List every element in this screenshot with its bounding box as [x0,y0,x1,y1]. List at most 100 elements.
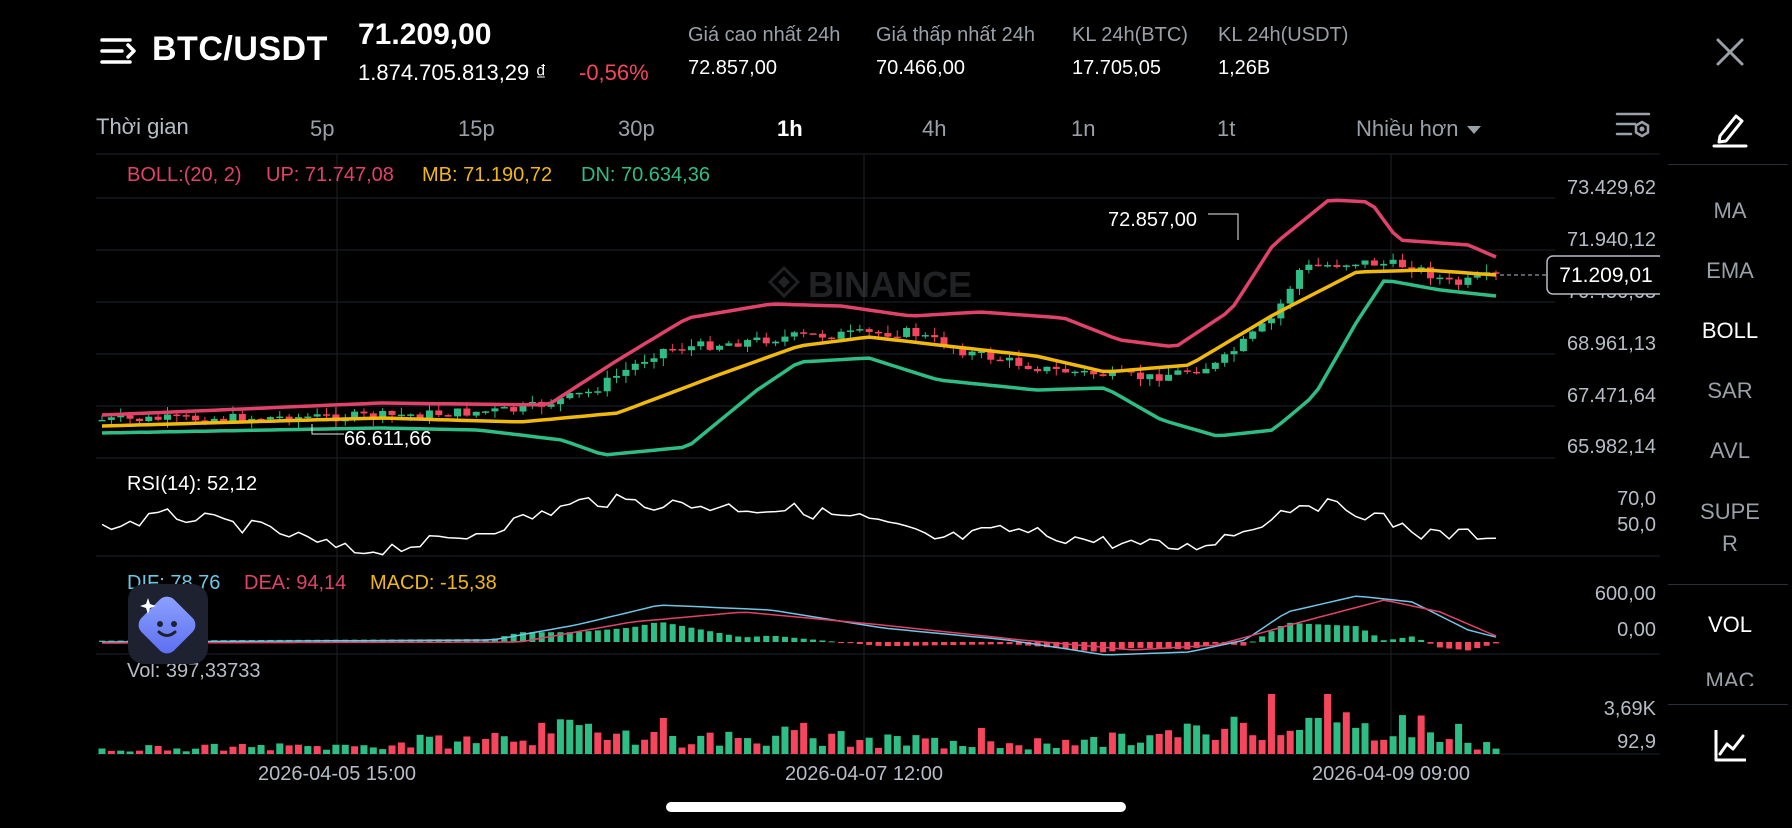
volume-bar [903,745,911,754]
macd-hist-bar [1343,625,1350,642]
last-price-tag[interactable] [1546,255,1660,295]
volume-bar [341,744,349,754]
price-chart[interactable]: BINANCE BOLL:(20, 2) UP: 71.747,08 MB: 7… [0,150,1660,790]
boll-mb-legend: MB: 71.190,72 [422,164,552,186]
macd-hist-bar [1240,642,1247,646]
macd-hist-bar [1165,642,1172,649]
volume-bar [416,734,424,754]
candle-body [276,416,284,419]
indicator-vol[interactable]: VOL [1707,612,1753,637]
macd-hist-bar [997,642,1004,645]
volume-bar [734,738,742,754]
volume-bar [1380,739,1388,754]
candle-body [491,408,499,412]
home-indicator[interactable] [666,802,1126,812]
macd-hist-bar [538,632,545,642]
volume-bar [1183,723,1191,754]
indicator-super[interactable]: SUPER [1700,499,1760,556]
menu-icon[interactable] [100,34,138,68]
indicator-avl[interactable]: AVL [1710,438,1750,463]
candle-body [1324,265,1332,267]
candle-body [734,343,742,347]
tab-4h[interactable]: 4h [922,116,947,141]
macd-hist-bar [903,642,910,646]
candle-body [875,331,883,334]
low-label: 66.611,66 [344,428,432,450]
volume-bar [360,745,368,754]
candle-body [1333,265,1341,267]
tab-1h[interactable]: 1h [777,116,803,141]
chart-settings-icon[interactable] [1615,110,1651,142]
candle-body [1034,368,1042,372]
macd-hist-bar [791,637,798,642]
volume-bar [266,750,274,754]
tab-5p[interactable]: 5p [310,116,335,141]
volume-bar [828,733,836,754]
macd-hist-bar [1015,642,1022,645]
volume-bar [893,736,901,754]
high-marker: 72.857,00 [1108,209,1239,240]
candle-body [1211,362,1219,369]
candle-body [977,351,985,354]
volume-bar [603,739,611,754]
indicator-sar[interactable]: SAR [1707,378,1753,403]
indicator-boll[interactable]: BOLL [1701,318,1759,343]
candle-body [397,414,405,417]
indicator-macd[interactable]: MAC [1705,668,1755,686]
tab-1n[interactable]: 1n [1071,116,1096,141]
candle-body [631,363,639,370]
pair-title[interactable]: BTC/USDT [152,30,328,68]
volume-bar [584,723,592,754]
volume-bar [126,751,134,754]
indicator-ma[interactable]: MA [1713,198,1747,223]
candle-body [154,416,162,420]
candle-body [1427,267,1435,279]
close-icon[interactable] [1714,36,1746,68]
macd-hist-bar [810,639,817,642]
more-intervals-dropdown[interactable]: Nhiều hơn [1356,116,1481,142]
macd-hist-bar [1408,636,1415,642]
volume-bar [1165,730,1173,754]
macd-hist-bar [669,624,676,642]
volume-bar [1352,727,1360,754]
volume-bar [1127,745,1135,754]
macd-hist-bar [1418,639,1425,642]
candle-body [613,375,621,378]
tab-15p[interactable]: 15p [458,116,495,141]
macd-hist-bar [1043,642,1050,648]
candle-body [996,359,1004,362]
pencil-icon[interactable] [1712,110,1748,148]
last-price: 71.209,00 [358,18,492,51]
macd-hist-bar [781,636,788,642]
macd-hist-bar [744,637,751,642]
tab-1t[interactable]: 1t [1217,116,1236,141]
sidebar-divider [1668,164,1788,165]
volume-bar [781,726,789,754]
volume-bar [1034,738,1042,754]
ai-assistant-button[interactable] [128,584,208,664]
macd-hist-bar [950,642,957,646]
candle-body [482,411,490,413]
volume-bar [210,743,218,754]
volume-bar [173,748,181,754]
candle-body [323,414,331,416]
volume-bar [1296,729,1304,754]
candle-body [1352,264,1360,267]
macd-histogram [99,622,1499,653]
macd-hist-bar [1109,642,1116,652]
volume-bar [528,745,536,754]
candle-body [828,337,836,340]
candle-body [313,414,321,417]
macd-hist-bar [875,642,882,646]
candle-body [744,340,752,347]
volume-bar [790,730,798,754]
candle-body [622,369,630,376]
volume-bar [304,746,312,754]
indicator-ema[interactable]: EMA [1706,258,1754,283]
volume-bar [940,748,948,754]
candle-body [594,391,602,393]
chart-line-icon[interactable] [1712,726,1748,766]
volume-bar [1136,742,1144,754]
tab-30p[interactable]: 30p [618,116,655,141]
candle-body [903,328,911,337]
